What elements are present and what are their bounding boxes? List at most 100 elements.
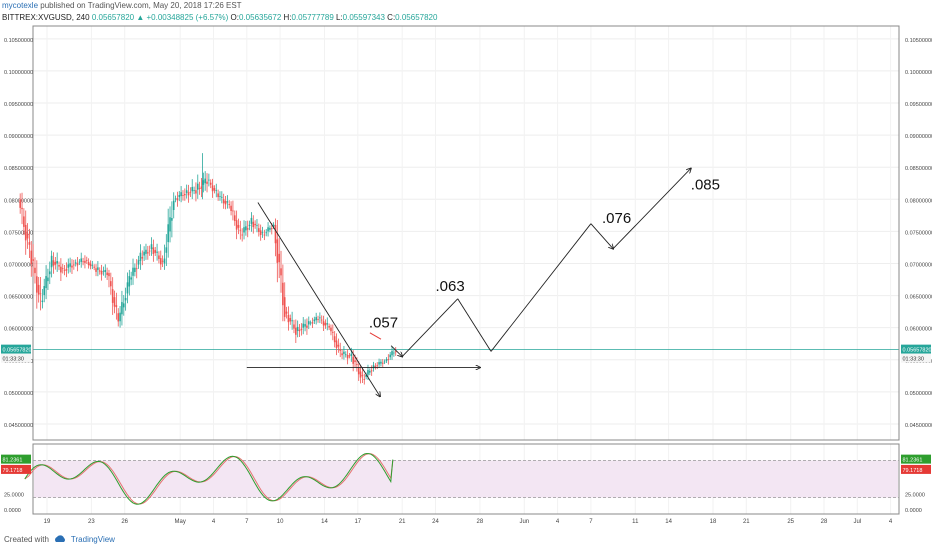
projection-leg[interactable]	[457, 298, 492, 352]
footer: Created with TradingView	[4, 534, 115, 544]
candle	[169, 206, 171, 243]
x-tick-label: 4	[556, 519, 560, 525]
x-tick-label: 28	[821, 519, 828, 525]
candle	[61, 263, 64, 274]
candle	[295, 319, 297, 344]
y-tick-label: 0.09000000	[905, 134, 932, 140]
candle	[263, 229, 266, 241]
target-annotation[interactable]: .085	[691, 177, 720, 194]
candle	[237, 218, 240, 235]
candle	[261, 226, 264, 238]
candle	[300, 323, 303, 336]
candle	[278, 237, 280, 279]
candle	[313, 316, 316, 324]
candle	[124, 287, 127, 311]
projection-leg[interactable]	[490, 223, 592, 352]
projection-leg[interactable]	[590, 223, 613, 249]
candle	[39, 276, 42, 311]
candle	[111, 277, 114, 315]
candle	[37, 276, 40, 303]
candle	[380, 359, 382, 367]
candle	[206, 173, 208, 193]
left-price-axis: 0.045000000.050000000.055000000.06000000…	[4, 38, 33, 429]
y-tick-label: 0.06000000	[4, 327, 33, 333]
symbol-label[interactable]: BITTREX:XVGUSD, 240	[2, 13, 90, 22]
target-annotation[interactable]: .057	[369, 315, 398, 332]
x-tick-label: 25	[787, 519, 794, 525]
candle	[161, 255, 164, 268]
candle	[137, 255, 140, 269]
right-price-axis: 0.045000000.050000000.055000000.06000000…	[905, 38, 932, 429]
stochastic-oscillator: 0.0000 0.0000 25.0000 25.0000	[4, 452, 925, 514]
candle	[189, 187, 192, 198]
candle	[333, 331, 336, 348]
candle	[73, 259, 75, 270]
candle	[187, 184, 190, 203]
y-tick-label: 0.04500000	[4, 423, 33, 429]
target-annotation[interactable]: .076	[602, 210, 631, 227]
downtrend-line[interactable]	[257, 202, 380, 397]
price-chart[interactable]: 0.045000000.050000000.055000000.06000000…	[0, 0, 932, 530]
candle	[154, 246, 157, 256]
candle	[143, 246, 145, 261]
open-key: O:	[230, 13, 239, 22]
candle	[341, 349, 343, 360]
candle	[89, 260, 92, 270]
candle	[291, 311, 293, 330]
candle	[307, 316, 310, 330]
candle	[196, 174, 199, 199]
candle	[387, 354, 390, 365]
candle	[317, 315, 319, 323]
candle	[34, 257, 36, 284]
x-tick-label: 4	[212, 519, 216, 525]
projection-leg[interactable]	[401, 298, 459, 357]
projection-leg[interactable]	[612, 168, 691, 250]
candle	[85, 256, 88, 264]
candle	[369, 368, 371, 376]
stoch-y-tick: 25.0000	[905, 493, 925, 499]
candle	[80, 252, 83, 268]
candle	[56, 252, 58, 272]
x-tick-label: 21	[743, 519, 750, 525]
candle	[213, 185, 216, 194]
candle	[282, 264, 284, 322]
candle	[381, 358, 384, 368]
candle	[202, 172, 205, 193]
candle	[115, 292, 118, 320]
x-tick-label: 14	[321, 519, 328, 525]
y-tick-label: 0.07500000	[4, 230, 33, 236]
svg-text:79.1718: 79.1718	[903, 468, 923, 474]
y-tick-label: 0.06500000	[905, 295, 932, 301]
y-tick-label: 0.06500000	[4, 295, 33, 301]
candle	[296, 320, 299, 338]
candle	[65, 262, 68, 278]
target-annotation[interactable]: .063	[436, 278, 465, 295]
low-key: L:	[336, 13, 343, 22]
candle	[193, 186, 195, 195]
candle	[287, 306, 290, 331]
candle	[184, 188, 186, 201]
candle	[28, 228, 31, 259]
stoch-d-tag-left: 79.1718	[1, 464, 31, 474]
candle	[222, 193, 225, 209]
x-tick-label: 28	[477, 519, 484, 525]
ohlc-legend: BITTREX:XVGUSD, 240 0.05657820 ▲ +0.0034…	[2, 12, 930, 24]
candle	[135, 259, 138, 279]
candle	[126, 272, 129, 304]
svg-text:01:33:30: 01:33:30	[903, 357, 924, 363]
candle	[265, 229, 268, 237]
y-tick-label: 0.10000000	[4, 70, 33, 76]
svg-text:81.2361: 81.2361	[3, 458, 23, 464]
projection-leg[interactable]	[390, 345, 402, 357]
stoch-y-tick: 0.0000	[905, 508, 922, 514]
candle	[326, 317, 329, 331]
candle	[182, 190, 184, 201]
stoch-y-tick: 25.0000	[4, 493, 24, 499]
candle	[324, 319, 327, 329]
candle	[104, 264, 107, 278]
tradingview-brand[interactable]: TradingView	[70, 534, 115, 544]
candle	[21, 192, 23, 225]
author-link[interactable]: mycotexle	[2, 1, 39, 10]
candle	[30, 241, 33, 277]
candle	[337, 338, 340, 353]
